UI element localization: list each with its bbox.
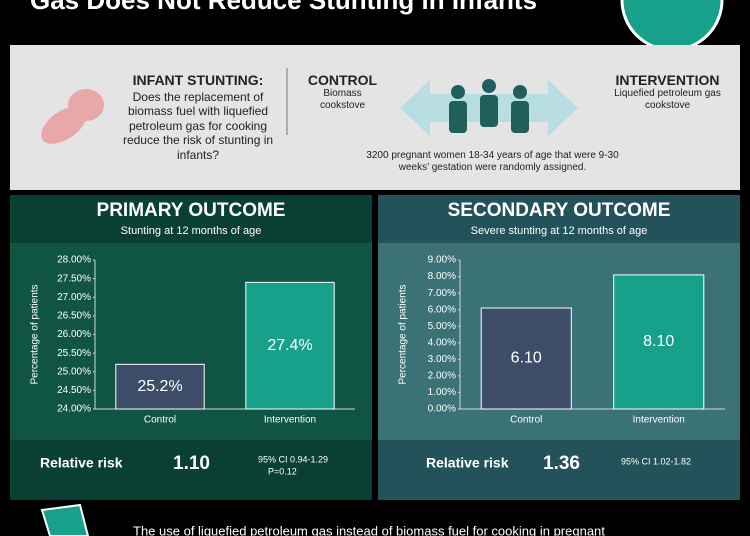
bar xyxy=(115,363,205,410)
footer-text: The use of liquefied petroleum gas inste… xyxy=(133,523,605,536)
y-tick-label: 4.00% xyxy=(428,337,456,348)
value-label: 8.10 xyxy=(643,333,674,350)
footer-icon xyxy=(40,503,90,536)
y-tick-label: 27.00% xyxy=(57,292,91,303)
intervention-text: Liquefied petroleum gas cookstove xyxy=(614,88,721,111)
x-tick-label: Control xyxy=(510,415,542,426)
p-value: P=0.12 xyxy=(268,466,297,476)
relative-risk-value: 1.36 xyxy=(543,453,580,474)
page-title: Gas Does Not Reduce Stunting in Infants xyxy=(30,0,537,15)
y-tick-label: 0.00% xyxy=(428,404,456,415)
value-label: 25.2% xyxy=(137,378,182,395)
intro-heading: INFANT STUNTING: xyxy=(132,72,264,88)
secondary-header xyxy=(378,195,740,243)
panel-title: SECONDARY OUTCOME xyxy=(448,200,671,221)
confidence-interval: 95% CI 0.94-1.29 xyxy=(258,454,328,464)
y-axis-label: Percentage of patients xyxy=(398,284,409,384)
y-tick-label: 26.00% xyxy=(57,329,91,340)
panel-subtitle: Stunting at 12 months of age xyxy=(121,225,262,237)
y-tick-label: 24.00% xyxy=(57,404,91,415)
panel-title: PRIMARY OUTCOME xyxy=(97,200,286,221)
y-tick-label: 8.00% xyxy=(428,271,456,282)
bar xyxy=(613,274,705,410)
x-tick-label: Intervention xyxy=(633,415,685,426)
y-tick-label: 1.00% xyxy=(428,387,456,398)
x-tick-label: Intervention xyxy=(264,415,316,426)
bar xyxy=(245,281,335,410)
y-tick-label: 2.00% xyxy=(428,371,456,382)
design-text: 3200 pregnant women 18-34 years of age t… xyxy=(366,150,619,173)
y-tick-label: 5.00% xyxy=(428,321,456,332)
y-tick-label: 24.50% xyxy=(57,385,91,396)
y-axis-label: Percentage of patients xyxy=(30,284,41,384)
intro-question: Does the replacement of biomass fuel wit… xyxy=(122,90,274,162)
y-tick-label: 28.00% xyxy=(57,255,91,266)
y-tick-label: 9.00% xyxy=(428,255,456,266)
baby-icon xyxy=(41,89,104,144)
y-tick-label: 27.50% xyxy=(57,273,91,284)
y-tick-label: 3.00% xyxy=(428,354,456,365)
bar xyxy=(480,307,572,410)
x-tick-label: Control xyxy=(144,415,176,426)
y-tick-label: 6.00% xyxy=(428,304,456,315)
relative-risk-value: 1.10 xyxy=(173,453,210,474)
relative-risk-label: Relative risk xyxy=(426,455,509,471)
relative-risk-label: Relative risk xyxy=(40,455,123,471)
y-tick-label: 26.50% xyxy=(57,311,91,322)
y-tick-label: 25.50% xyxy=(57,348,91,359)
people-icon xyxy=(449,79,529,133)
primary-footer xyxy=(10,440,372,500)
primary-header xyxy=(10,195,372,243)
y-tick-label: 7.00% xyxy=(428,288,456,299)
panel-subtitle: Severe stunting at 12 months of age xyxy=(471,225,648,237)
value-label: 27.4% xyxy=(267,337,312,354)
secondary-footer xyxy=(378,440,740,500)
control-text: Biomass cookstove xyxy=(319,88,366,111)
control-heading: CONTROL xyxy=(307,72,378,88)
intro-panel xyxy=(10,45,740,190)
confidence-interval: 95% CI 1.02-1.82 xyxy=(621,456,691,466)
intervention-heading: INTERVENTION xyxy=(615,72,720,88)
y-tick-label: 25.00% xyxy=(57,366,91,377)
value-label: 6.10 xyxy=(511,350,542,367)
